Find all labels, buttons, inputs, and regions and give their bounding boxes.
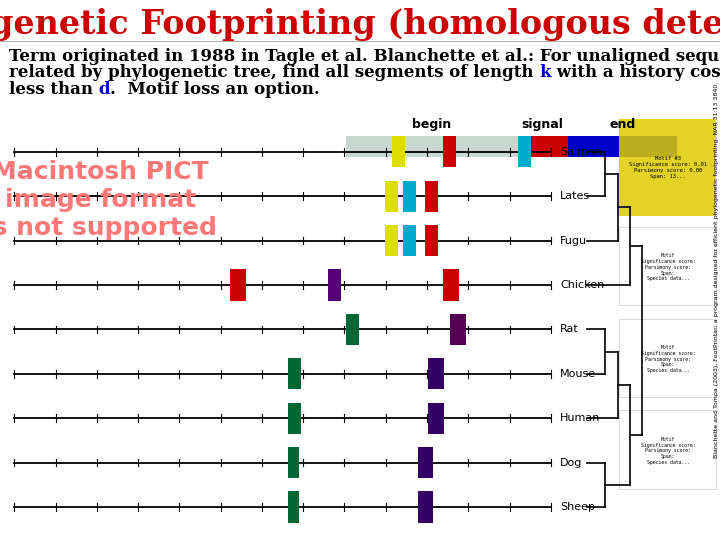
Text: with a history costing: with a history costing xyxy=(551,64,720,82)
Bar xyxy=(619,227,716,305)
Bar xyxy=(425,225,438,256)
Text: Lates: Lates xyxy=(560,191,590,201)
Bar xyxy=(443,136,456,167)
Bar xyxy=(385,181,398,212)
Bar xyxy=(443,269,459,301)
Bar xyxy=(567,136,677,157)
Bar xyxy=(385,225,398,256)
Text: Blanchette and Tompa (2003). FootPrinter: a program designed for efficient phylo: Blanchette and Tompa (2003). FootPrinter… xyxy=(714,82,719,458)
Bar xyxy=(288,447,299,478)
Text: Motif #3
Significance score: 0.01
Parsimony score: 0.00
Span: 13...: Motif #3 Significance score: 0.01 Parsim… xyxy=(629,156,707,179)
Bar xyxy=(619,319,716,397)
Text: Dog: Dog xyxy=(560,457,582,468)
Bar xyxy=(403,181,416,212)
Text: signal: signal xyxy=(522,118,564,131)
Text: Fugu: Fugu xyxy=(560,235,588,246)
Text: Motif
Significance score:
Parsimony score:
Span:
Species data...: Motif Significance score: Parsimony scor… xyxy=(641,253,696,281)
Bar xyxy=(392,136,405,167)
Bar xyxy=(619,410,716,489)
Text: Rat: Rat xyxy=(560,325,579,334)
Text: end: end xyxy=(609,118,635,131)
Text: Motif
Significance score:
Parsimony score:
Span:
Species data...: Motif Significance score: Parsimony scor… xyxy=(641,437,696,465)
Bar xyxy=(425,181,438,212)
Bar xyxy=(346,314,359,345)
Text: Phylogenetic Footprinting (homologous detection): Phylogenetic Footprinting (homologous de… xyxy=(0,8,720,41)
Bar xyxy=(328,269,341,301)
Text: Mouse: Mouse xyxy=(560,369,596,379)
Bar xyxy=(346,136,518,157)
Bar xyxy=(403,225,416,256)
Bar xyxy=(518,136,531,167)
Text: Macintosh PICT
image format
is not supported: Macintosh PICT image format is not suppo… xyxy=(0,160,217,240)
Text: Human: Human xyxy=(560,413,600,423)
Text: Motif
Significance score:
Parsimony score:
Span:
Species data...: Motif Significance score: Parsimony scor… xyxy=(641,345,696,373)
Bar xyxy=(518,136,567,157)
Bar xyxy=(428,403,444,434)
Text: .  Motif loss an option.: . Motif loss an option. xyxy=(110,80,320,98)
Text: k: k xyxy=(539,64,551,82)
Bar xyxy=(450,314,466,345)
Bar xyxy=(288,358,301,389)
Bar xyxy=(418,491,433,523)
Text: Chicken: Chicken xyxy=(560,280,604,290)
Text: Sheep: Sheep xyxy=(560,502,595,512)
Bar xyxy=(230,269,246,301)
Text: d: d xyxy=(99,80,110,98)
Text: Term originated in 1988 in Tagle et al. Blanchette et al.: For unaligned sequenc: Term originated in 1988 in Tagle et al. … xyxy=(9,48,720,65)
Bar xyxy=(619,119,716,216)
Bar xyxy=(288,491,299,523)
Bar xyxy=(288,403,301,434)
Text: related by phylogenetic tree, find all segments of length: related by phylogenetic tree, find all s… xyxy=(9,64,539,82)
Text: Salmon: Salmon xyxy=(560,147,602,157)
Bar xyxy=(428,358,444,389)
Text: begin: begin xyxy=(412,118,451,131)
Bar xyxy=(418,447,433,478)
Text: less than: less than xyxy=(9,80,99,98)
